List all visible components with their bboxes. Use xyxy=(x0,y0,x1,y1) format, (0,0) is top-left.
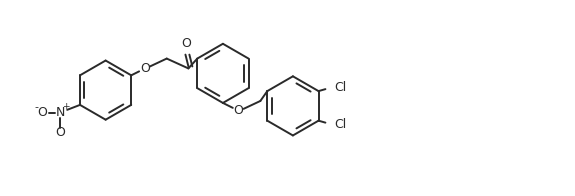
Text: O: O xyxy=(140,62,150,75)
Text: O: O xyxy=(182,37,191,50)
Text: Cl: Cl xyxy=(334,118,347,131)
Text: +: + xyxy=(62,102,70,111)
Text: N: N xyxy=(56,106,65,119)
Text: O: O xyxy=(37,106,48,119)
Text: O: O xyxy=(55,126,65,139)
Text: Cl: Cl xyxy=(334,81,347,94)
Text: O: O xyxy=(234,104,244,117)
Text: -: - xyxy=(34,102,39,112)
